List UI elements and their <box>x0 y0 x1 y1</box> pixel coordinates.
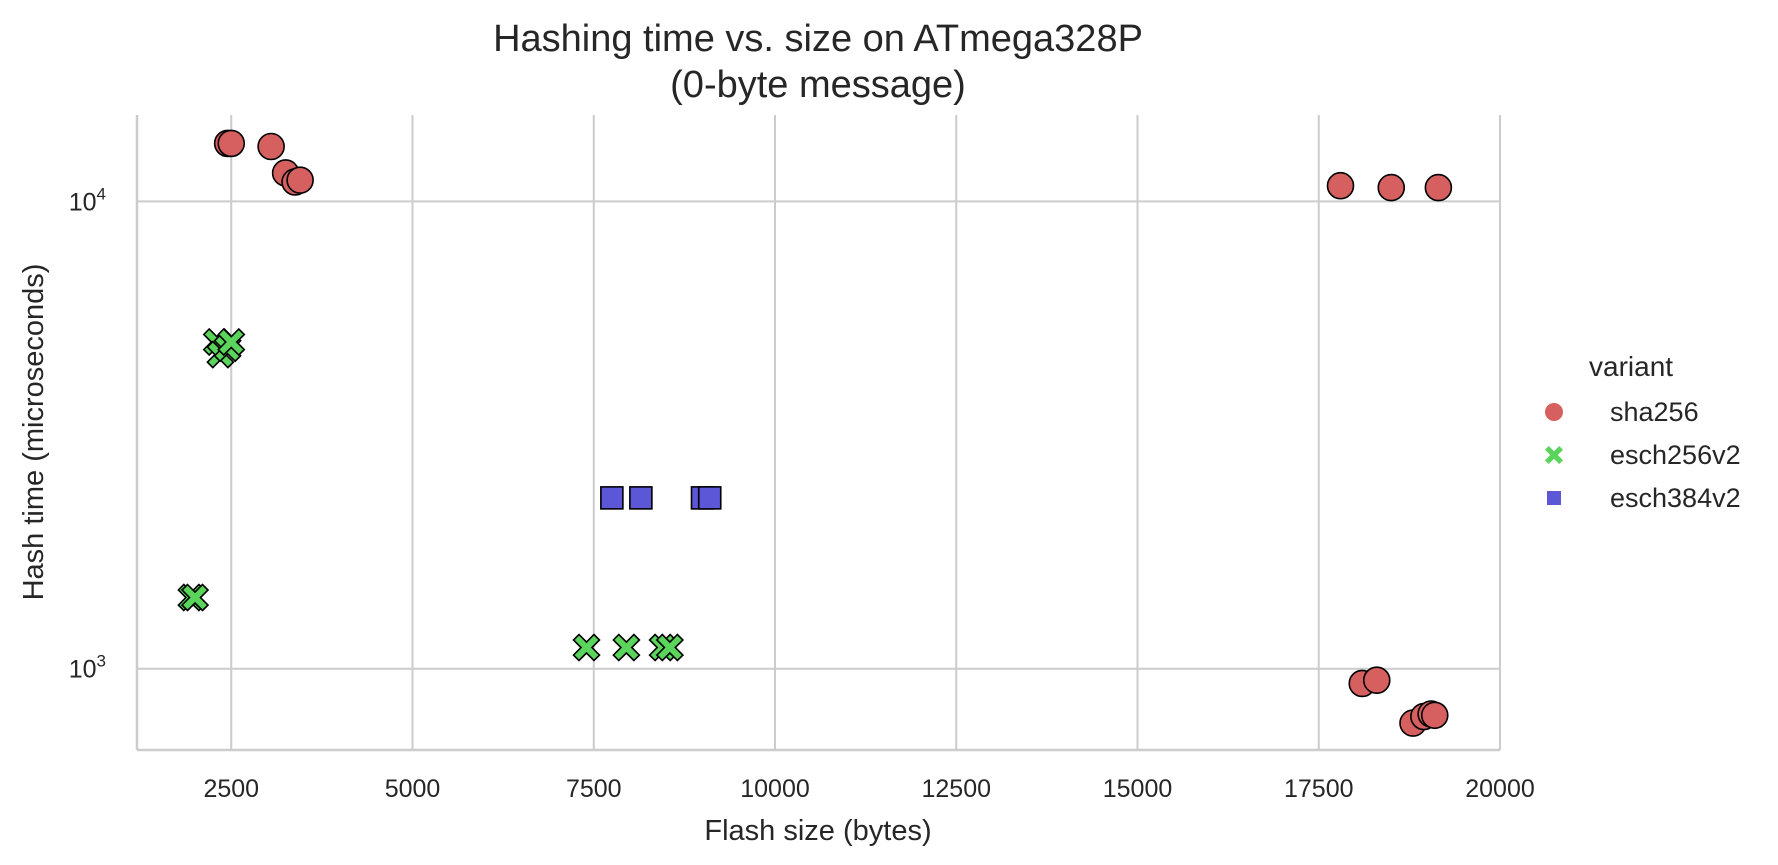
legend-marker-esch384v2 <box>1547 491 1561 505</box>
sha256-point <box>1377 173 1406 202</box>
esch256v2-point <box>180 583 210 612</box>
chart-title-line1: Hashing time vs. size on ATmega328P <box>493 18 1143 60</box>
x-axis-label: Flash size (bytes) <box>704 815 931 847</box>
legend: variant sha256 esch256v2 esch384v2 <box>1545 351 1741 513</box>
legend-marker-esch256v2 <box>1545 446 1563 464</box>
x-tick-label: 7500 <box>566 775 622 803</box>
sha256-point <box>1326 171 1355 200</box>
chart-title-line2: (0-byte message) <box>670 64 966 106</box>
grid-lines <box>137 115 1501 750</box>
esch384v2-point <box>600 486 624 510</box>
legend-label-esch256v2: esch256v2 <box>1610 440 1741 470</box>
sha256-point <box>286 166 314 194</box>
sha256-point <box>217 129 246 158</box>
legend-label-sha256: sha256 <box>1610 397 1699 427</box>
y-axis-ticks: 103 104 <box>69 184 106 683</box>
x-axis-ticks: 2500 5000 7500 10000 12500 15000 17500 20000 <box>203 775 1534 803</box>
esch256v2-point <box>655 633 685 662</box>
sha256-point <box>257 132 285 161</box>
x-tick-label: 10000 <box>740 775 810 803</box>
data-points <box>177 129 1453 737</box>
x-tick-label: 12500 <box>921 775 991 803</box>
legend-title: variant <box>1589 351 1673 382</box>
legend-marker-sha256 <box>1545 403 1563 421</box>
x-tick-label: 2500 <box>203 775 259 803</box>
y-tick-label: 104 <box>69 184 106 216</box>
esch256v2-point <box>572 633 601 662</box>
x-tick-label: 15000 <box>1103 775 1173 803</box>
y-tick-label: 103 <box>69 652 106 684</box>
sha256-point <box>1362 666 1391 694</box>
esch384v2-point <box>697 486 722 510</box>
esch256v2-point <box>217 327 246 357</box>
x-tick-label: 20000 <box>1465 775 1535 803</box>
esch256v2-point <box>612 633 641 662</box>
y-axis-label: Hash time (microseconds) <box>18 264 50 601</box>
x-tick-label: 5000 <box>385 775 441 803</box>
sha256-point <box>1420 701 1449 730</box>
legend-label-esch384v2: esch384v2 <box>1610 483 1741 513</box>
x-tick-label: 17500 <box>1284 775 1354 803</box>
sha256-point <box>1424 173 1453 202</box>
esch384v2-point <box>629 486 653 510</box>
